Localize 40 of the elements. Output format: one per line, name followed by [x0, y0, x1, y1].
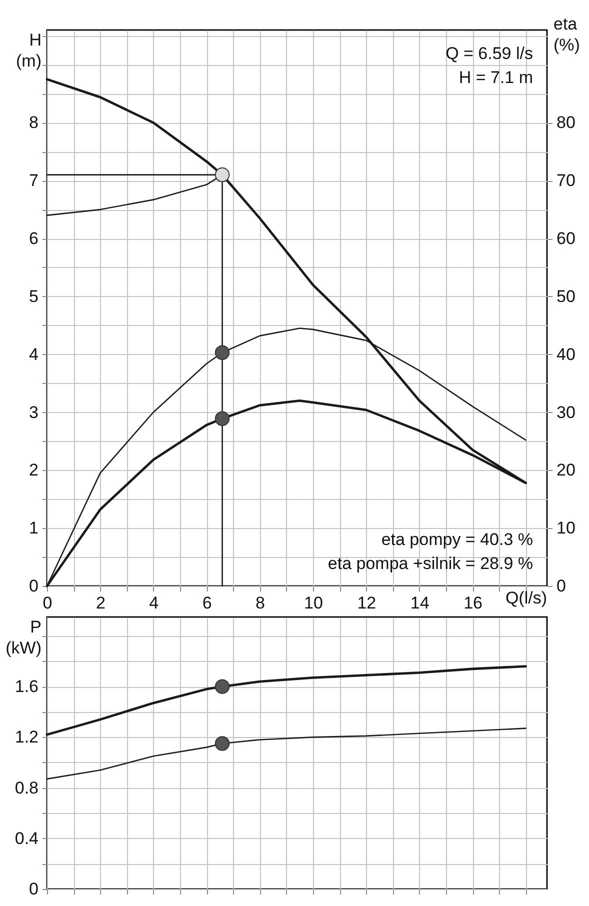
y-axis-title: H (m) — [16, 30, 42, 70]
x-tick-label: 0 — [42, 594, 52, 612]
y-tick-label: 7 — [29, 171, 38, 190]
y2-tick-label: 10 — [556, 518, 576, 538]
y-tick-label: 6 — [29, 229, 38, 248]
y-tick-label: 3 — [29, 402, 38, 422]
y2-tick-label: 0 — [556, 576, 566, 596]
y2-tick-label: 80 — [556, 113, 576, 132]
x-tick-label: 8 — [256, 594, 265, 612]
y-tick-label: 8 — [29, 113, 38, 132]
y2-tick-label: 50 — [556, 286, 576, 306]
annotation: eta pompa +silnik = 28.9 % — [328, 554, 533, 573]
y2-tick-label: 70 — [556, 171, 576, 190]
y2-tick-label: 60 — [556, 229, 576, 248]
x-tick-label: 16 — [464, 594, 482, 612]
y-tick-label: 0.4 — [14, 828, 38, 848]
y-tick-label: 0 — [29, 576, 38, 596]
y-tick-label: 4 — [29, 344, 38, 364]
y-axis-title: P (kW) — [6, 618, 42, 658]
y-tick-label: 1.6 — [14, 677, 38, 696]
y-tick-label: 5 — [29, 286, 38, 306]
y2-axis-title: eta (%) — [554, 14, 580, 54]
y-tick-label: 0.8 — [14, 778, 38, 798]
x-tick-label: 14 — [410, 594, 430, 612]
x-tick-label: 10 — [304, 594, 323, 612]
y-tick-label: 1 — [29, 518, 38, 538]
y-tick-label: 0 — [29, 880, 38, 898]
x-tick-label: 4 — [149, 594, 159, 612]
x-tick-label: 6 — [202, 594, 212, 612]
x-axis-title: Q(l/s) — [505, 588, 547, 608]
annotation: eta pompy = 40.3 % — [381, 530, 533, 549]
y-tick-label: 1.2 — [14, 728, 38, 747]
y2-tick-label: 20 — [556, 460, 576, 480]
y2-tick-label: 40 — [556, 344, 576, 364]
y-tick-label: 2 — [29, 460, 38, 480]
x-tick-label: 2 — [96, 594, 106, 612]
x-tick-label: 12 — [357, 594, 376, 612]
y2-tick-label: 30 — [556, 402, 576, 422]
annotation: Q = 6.59 l/s — [446, 44, 533, 63]
annotation: H = 7.1 m — [458, 68, 533, 87]
